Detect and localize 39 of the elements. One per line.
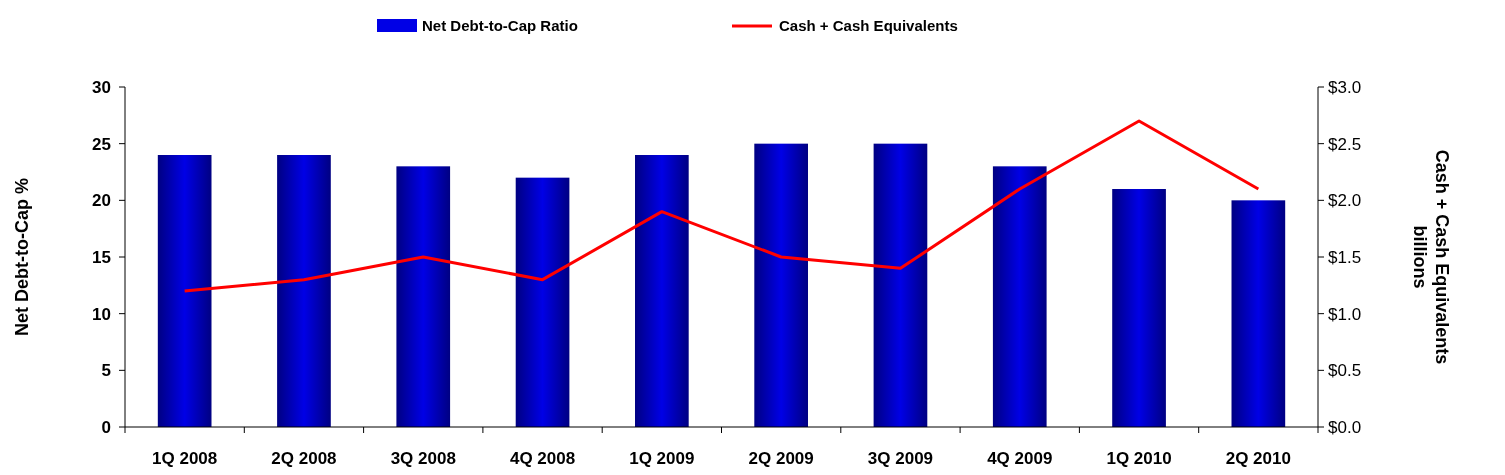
y2-tick-label: $0.5 xyxy=(1328,361,1362,381)
y-tick-label: 20 xyxy=(92,191,111,211)
y2-tick-label: $2.0 xyxy=(1328,191,1362,211)
y2-axis-title: Cash + Cash Equivalents billions xyxy=(1410,149,1452,365)
y-tick-label: 0 xyxy=(101,418,111,437)
bar xyxy=(396,166,451,427)
legend-label: Net Debt-to-Cap Ratio xyxy=(422,17,578,34)
line-series xyxy=(183,119,1260,293)
x-tick-label: 3Q 2009 xyxy=(867,449,934,468)
legend-label: Cash + Cash Equivalents xyxy=(779,17,958,34)
bar xyxy=(754,143,808,427)
y2-tick-label: $1.5 xyxy=(1328,248,1362,267)
bar xyxy=(515,177,570,427)
bar xyxy=(157,155,212,427)
bar xyxy=(635,155,689,427)
bar xyxy=(1231,200,1286,427)
y2-tick-label: $2.5 xyxy=(1328,134,1362,154)
y-tick-label: 5 xyxy=(101,361,111,381)
y2-tick-label: $1.0 xyxy=(1328,304,1362,324)
bar xyxy=(277,155,331,427)
bar xyxy=(873,143,928,427)
x-tick-label: 2Q 2009 xyxy=(748,449,814,468)
y-tick-label: 30 xyxy=(92,78,111,97)
x-tick-label: 1Q 2009 xyxy=(629,449,695,468)
x-tick-label: 2Q 2008 xyxy=(271,449,337,468)
y-axis-title: Net Debt-to-Cap % xyxy=(12,178,32,336)
y2-tick-label: $3.0 xyxy=(1328,78,1362,97)
x-tick-label: 2Q 2010 xyxy=(1225,449,1291,468)
x-tick-label: 1Q 2010 xyxy=(1106,449,1172,468)
bar xyxy=(1112,189,1166,427)
y-tick-label: 15 xyxy=(92,248,111,267)
y2-tick-label: $0.0 xyxy=(1328,418,1362,437)
x-tick-label: 4Q 2008 xyxy=(509,449,576,468)
x-tick-label: 1Q 2008 xyxy=(152,449,218,468)
y-tick-label: 25 xyxy=(92,134,111,154)
x-tick-label: 4Q 2009 xyxy=(987,449,1053,468)
x-tick-label: 3Q 2008 xyxy=(390,449,456,468)
y-tick-label: 10 xyxy=(92,304,111,324)
bar xyxy=(992,166,1047,427)
